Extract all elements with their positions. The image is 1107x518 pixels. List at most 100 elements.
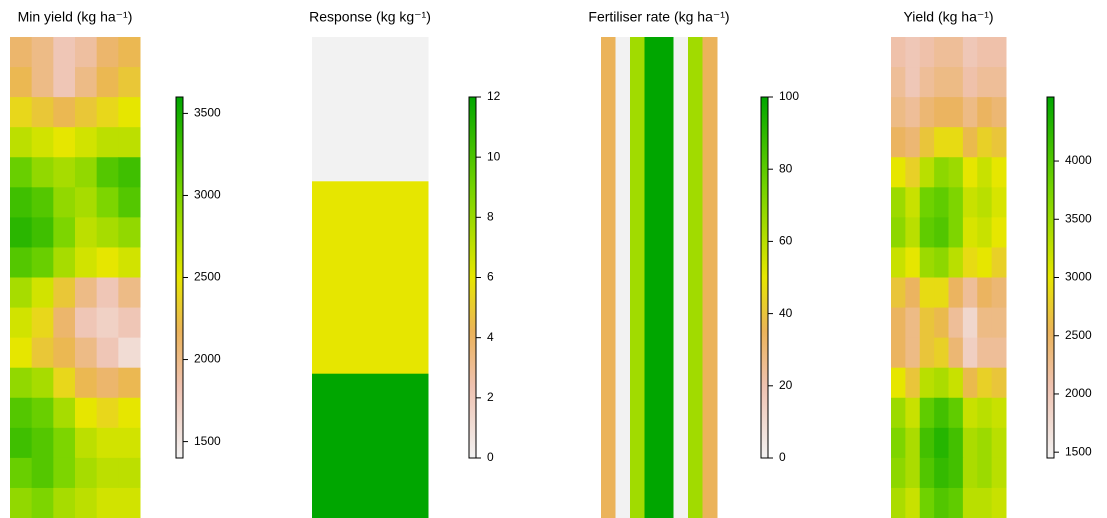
raster-cell [75,487,98,518]
raster-cell [891,307,906,339]
raster-cell [977,427,993,459]
colorbar-tick-label: 2500 [194,270,221,284]
raster-cell [948,457,964,489]
raster-cell [96,97,119,128]
raster-cell [31,397,54,429]
raster-cell [10,97,33,128]
raster-cell [962,307,978,339]
raster-cell [31,97,54,128]
raster-cell [919,457,935,489]
raster-cell [905,487,921,518]
raster-cell [891,97,906,128]
raster-cell [118,127,141,158]
raster-cell [10,427,33,459]
raster-cell [934,157,949,188]
raster-cell [75,397,98,429]
raster-cell [96,217,119,248]
raster-cell [75,97,98,128]
raster-cell [118,427,141,459]
raster-cell [919,337,935,369]
raster-cell [919,367,935,399]
raster-cell [891,37,906,68]
raster-cell [688,37,703,518]
colorbar-tick-label: 2 [487,390,494,404]
raster-cell [31,367,54,399]
raster-cell [905,37,921,68]
raster-cell [53,67,76,98]
raster-cell [118,247,141,278]
raster-cell [75,187,98,218]
raster-cell [891,127,906,158]
raster-cell [118,277,141,309]
raster-cell [10,367,33,399]
raster-cell [977,367,993,399]
raster-cell [31,37,54,68]
raster-cell [891,187,906,218]
raster-cell [702,37,718,518]
colorbar-tick-label: 0 [779,450,786,464]
raster-cell [10,37,33,68]
raster-cell [312,421,429,471]
raster-cell [10,187,33,218]
raster-cell [977,97,993,128]
raster-cell [10,397,33,429]
raster-cell [118,397,141,429]
colorbar-tick-label: 4 [487,330,494,344]
raster-cell [312,85,429,134]
raster-cell [905,247,921,278]
colorbar-tick-label: 8 [487,210,494,224]
colorbar-tick-label: 1500 [194,434,221,448]
colorbar-tick-label: 10 [487,149,501,163]
panel-title: Yield (kg ha⁻¹) [903,9,993,25]
panel-title: Fertiliser rate (kg ha⁻¹) [588,9,729,25]
raster-cell [962,487,978,518]
raster-cell [75,247,98,278]
raster-cell [312,229,429,278]
raster-cell [934,217,949,248]
raster-cell [891,427,906,459]
raster-cell [118,337,141,369]
colorbar-tick-label: 2000 [194,352,221,366]
raster-cell [948,97,964,128]
raster-cell [919,127,935,158]
raster-cell [118,487,141,518]
colorbar-tick-label: 0 [487,450,494,464]
raster-cell [962,337,978,369]
raster-cell [118,67,141,98]
raster-cell [977,217,993,248]
raster-cell [948,367,964,399]
raster-cell [905,187,921,218]
colorbar-tick-label: 60 [779,234,793,248]
raster-cell [962,157,978,188]
raster-cell [977,187,993,218]
raster-cell [962,187,978,218]
raster-cell [991,37,1007,68]
colorbar-tick-label: 20 [779,378,793,392]
raster-cell [919,427,935,459]
raster-cell [905,397,921,429]
raster-cell [934,397,949,429]
raster-cell [31,277,54,309]
raster-cell [962,217,978,248]
raster-cell [948,397,964,429]
raster-cell [919,187,935,218]
raster-cell [31,337,54,369]
colorbar [468,96,477,459]
raster-cell [991,217,1007,248]
raster-cell [962,67,978,98]
raster-cell [10,67,33,98]
raster-cell [31,427,54,459]
raster-cell [934,427,949,459]
colorbar-tick-label: 100 [779,89,799,103]
raster-cell [948,487,964,518]
raster-cell [118,97,141,128]
raster-cell [96,187,119,218]
raster-cell [96,427,119,459]
raster-cell [53,157,76,188]
raster-cell [934,67,949,98]
raster-cell [919,37,935,68]
raster-cell [75,127,98,158]
raster-cell [96,157,119,188]
raster-cell [919,97,935,128]
